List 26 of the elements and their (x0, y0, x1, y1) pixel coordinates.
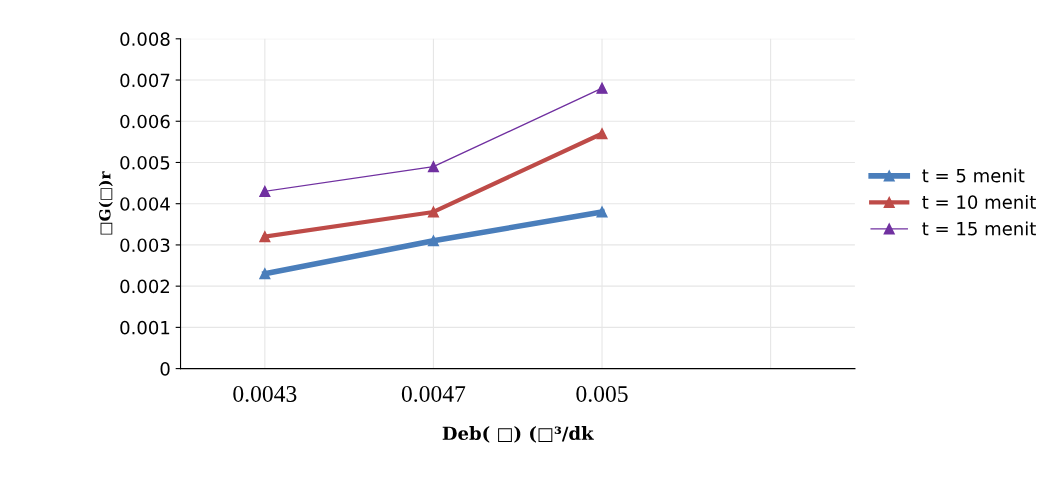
point (427, 161, 439, 173)
x-tick-label: 0.005 (576, 385, 628, 402)
point (596, 206, 608, 218)
y-tick-label: 0.002 (120, 279, 170, 294)
y-tick-label: 0.006 (120, 114, 170, 129)
y-tick-label: 0 (160, 362, 170, 376)
y-tick-label: 0.005 (120, 155, 170, 170)
point (427, 235, 439, 247)
x-tick-label: 0.0047 (401, 385, 466, 402)
point (596, 128, 608, 140)
y-tick-label: 0.008 (120, 32, 170, 46)
y-axis-title: □G(□)r (98, 171, 113, 235)
point (596, 82, 608, 94)
y-tick-label: 0.004 (120, 197, 170, 211)
x-tick-label: 0.0043 (233, 385, 297, 402)
x-axis-title: Deb( □) (□³/dk (442, 426, 594, 443)
y-tick-label: 0.001 (120, 320, 170, 335)
point (259, 185, 271, 197)
legend-label: t = 10 menit (922, 194, 1036, 209)
legend-label: t = 5 menit (922, 168, 1025, 183)
point (427, 206, 439, 218)
legend-label: t = 15 menit (922, 221, 1036, 236)
point (259, 268, 271, 280)
y-tick-label: 0.003 (120, 238, 170, 253)
point (259, 231, 271, 243)
y-tick-label: 0.007 (120, 73, 170, 88)
